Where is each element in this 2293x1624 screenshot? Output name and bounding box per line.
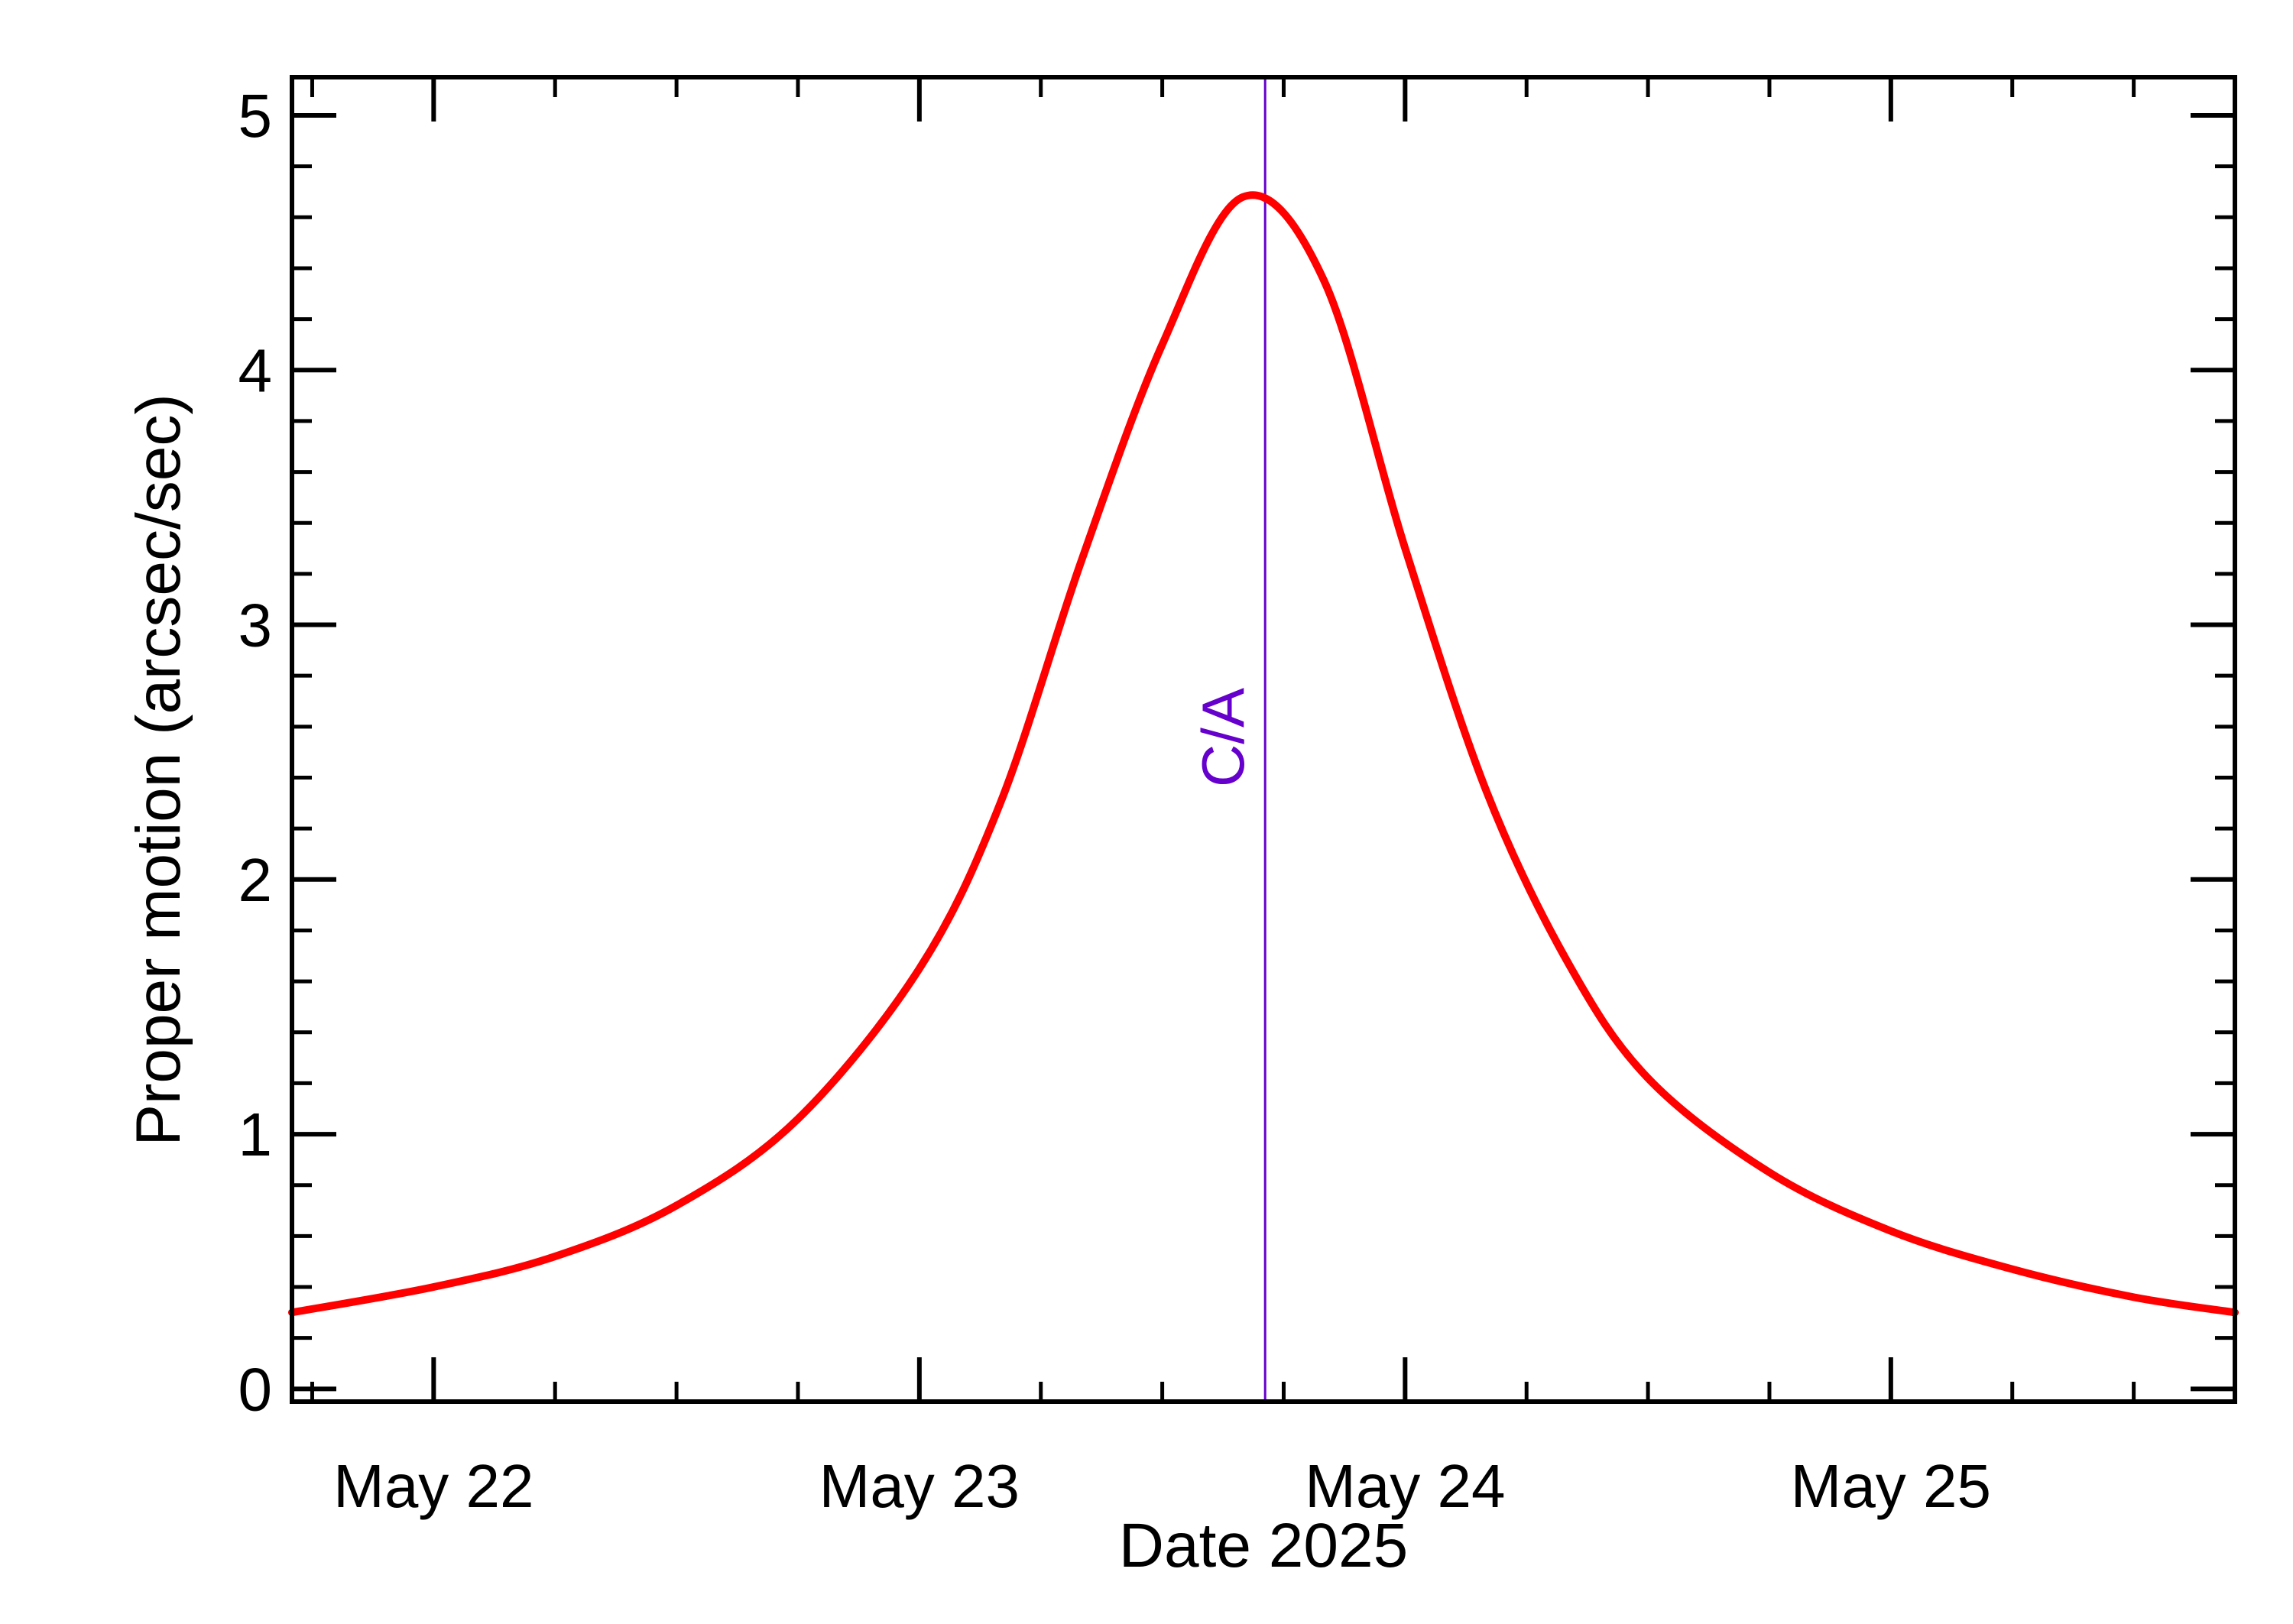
marker-layer: C/A [1189, 77, 1267, 1402]
x-tick-labels: May 22 May 23 May 24 May 25 [333, 1452, 1991, 1520]
major-ticks [292, 77, 2235, 1402]
x-tick-label: May 24 [1305, 1452, 1505, 1520]
x-tick-label: May 22 [333, 1452, 534, 1520]
y-tick-label: 4 [238, 336, 273, 404]
y-tick-label: 5 [238, 82, 273, 150]
y-tick-label: 3 [238, 592, 273, 660]
series-layer [288, 191, 2239, 1317]
proper-motion-curve [288, 191, 2239, 1317]
y-tick-labels: 0 1 2 3 4 5 [238, 82, 273, 1423]
x-tick-label: May 25 [1791, 1452, 1991, 1520]
y-axis-title: Proper motion (arcsec/sec) [124, 394, 193, 1146]
y-tick-label: 0 [238, 1355, 273, 1423]
x-axis-title: Date 2025 [1119, 1511, 1408, 1580]
y-tick-label: 1 [238, 1100, 273, 1169]
closest-approach-label: C/A [1189, 688, 1257, 787]
x-tick-label: May 23 [819, 1452, 1020, 1520]
minor-ticks [292, 77, 2235, 1402]
y-tick-label: 2 [238, 846, 273, 914]
plot-frame [290, 75, 2237, 1404]
